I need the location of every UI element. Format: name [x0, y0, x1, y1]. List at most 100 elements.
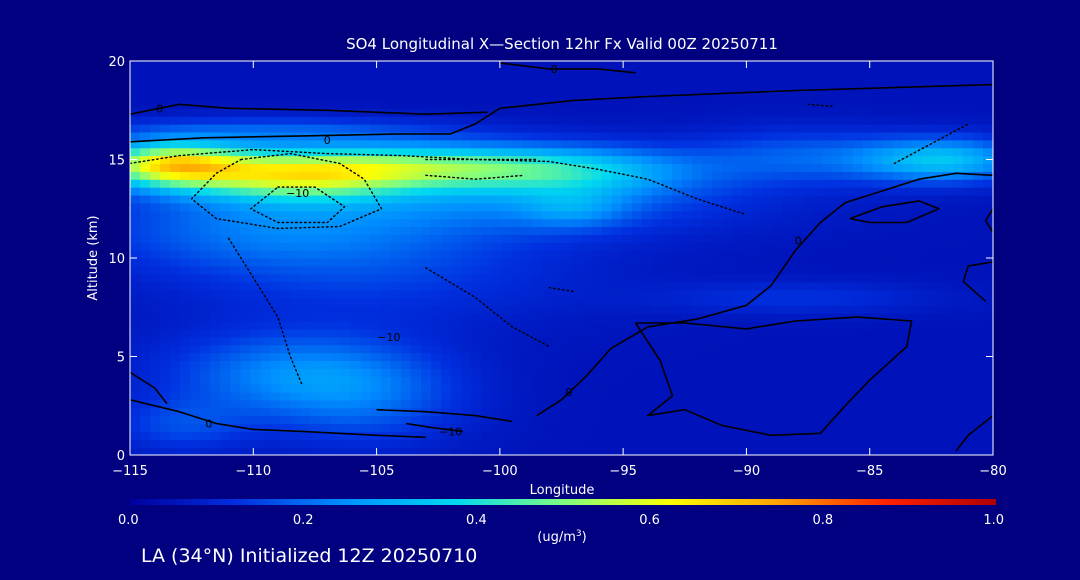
heatmap-cell — [380, 415, 392, 425]
heatmap-cell — [952, 61, 964, 70]
heatmap-cell — [380, 258, 392, 267]
heatmap-cell — [511, 131, 522, 141]
heatmap-cell — [160, 155, 171, 165]
heatmap-cell — [571, 399, 583, 409]
heatmap-cell — [872, 281, 884, 291]
heatmap-cell — [862, 407, 874, 417]
heatmap-cell — [531, 376, 543, 385]
heatmap-cell — [491, 131, 502, 141]
heatmap-cell — [481, 76, 492, 86]
heatmap-cell — [611, 250, 623, 259]
heatmap-cell — [601, 210, 613, 220]
heatmap-cell — [982, 321, 993, 330]
heatmap-cell — [481, 391, 492, 401]
heatmap-cell — [902, 250, 914, 259]
heatmap-cell — [601, 376, 613, 385]
heatmap-cell — [240, 108, 252, 117]
heatmap-cell — [872, 273, 884, 283]
heatmap-cell — [812, 131, 823, 141]
heatmap-cell — [671, 171, 683, 180]
heatmap-cell — [661, 131, 673, 141]
heatmap-cell — [400, 407, 412, 417]
heatmap-cell — [591, 415, 603, 425]
heatmap-cell — [330, 226, 342, 235]
heatmap-cell — [982, 218, 993, 228]
heatmap-cell — [732, 84, 743, 94]
heatmap-cell — [421, 368, 432, 377]
heatmap-cell — [380, 226, 392, 235]
heatmap-cell — [130, 139, 141, 149]
heatmap-cell — [732, 384, 743, 393]
heatmap-cell — [952, 92, 964, 101]
heatmap-cell — [230, 344, 241, 354]
heatmap-cell — [952, 250, 964, 259]
heatmap-cell — [591, 328, 603, 338]
heatmap-cell — [932, 391, 944, 401]
heatmap-cell — [250, 155, 262, 165]
heatmap-cell — [170, 218, 181, 228]
heatmap-cell — [882, 258, 894, 267]
heatmap-cell — [661, 447, 673, 455]
heatmap-cell — [270, 321, 282, 330]
heatmap-cell — [410, 100, 422, 109]
heatmap-cell — [431, 194, 442, 204]
heatmap-cell — [611, 352, 623, 362]
heatmap-cell — [400, 297, 412, 306]
heatmap-cell — [691, 163, 703, 172]
heatmap-cell — [130, 368, 141, 377]
heatmap-cell — [340, 439, 352, 448]
heatmap-cell — [651, 84, 663, 94]
heatmap-cell — [410, 391, 422, 401]
heatmap-cell — [762, 313, 773, 322]
heatmap-cell — [621, 76, 633, 86]
heatmap-cell — [661, 68, 673, 78]
heatmap-cell — [942, 447, 954, 455]
heatmap-cell — [190, 447, 201, 455]
heatmap-cell — [852, 100, 864, 109]
heatmap-cell — [551, 265, 563, 275]
heatmap-cell — [621, 384, 633, 393]
heatmap-cell — [752, 336, 763, 346]
heatmap-cell — [300, 368, 312, 377]
heatmap-cell — [220, 265, 231, 275]
heatmap-cell — [551, 384, 563, 393]
heatmap-cell — [762, 336, 773, 346]
heatmap-cell — [892, 234, 904, 243]
heatmap-cell — [782, 336, 793, 346]
heatmap-cell — [410, 124, 422, 133]
heatmap-cell — [320, 202, 332, 212]
heatmap-cell — [571, 415, 583, 425]
heatmap-cell — [952, 76, 964, 86]
heatmap-cell — [732, 431, 743, 440]
heatmap-cell — [230, 368, 241, 377]
heatmap-cell — [280, 376, 292, 385]
heatmap-cell — [822, 313, 834, 322]
heatmap-cell — [902, 447, 914, 455]
heatmap-cell — [240, 68, 252, 78]
heatmap-cell — [641, 187, 653, 196]
heatmap-cell — [681, 391, 693, 401]
heatmap-cell — [691, 321, 703, 330]
heatmap-cell — [150, 108, 161, 117]
heatmap-cell — [511, 415, 522, 425]
heatmap-cell — [410, 415, 422, 425]
heatmap-cell — [180, 68, 191, 78]
heatmap-cell — [722, 242, 733, 251]
heatmap-cell — [250, 92, 262, 101]
location-init-label: LA (34°N) Initialized 12Z 20250710 — [141, 545, 477, 567]
heatmap-cell — [932, 139, 944, 149]
heatmap-cell — [942, 258, 954, 267]
heatmap-cell — [732, 194, 743, 204]
heatmap-cell — [340, 171, 352, 180]
heatmap-cell — [260, 210, 272, 220]
heatmap-cell — [320, 399, 332, 409]
heatmap-cell — [882, 171, 894, 180]
heatmap-cell — [190, 139, 201, 149]
heatmap-cell — [882, 92, 894, 101]
heatmap-cell — [872, 250, 884, 259]
heatmap-cell — [651, 68, 663, 78]
heatmap-cell — [350, 328, 362, 338]
heatmap-cell — [130, 439, 141, 448]
heatmap-cell — [651, 108, 663, 117]
heatmap-cell — [280, 187, 292, 196]
